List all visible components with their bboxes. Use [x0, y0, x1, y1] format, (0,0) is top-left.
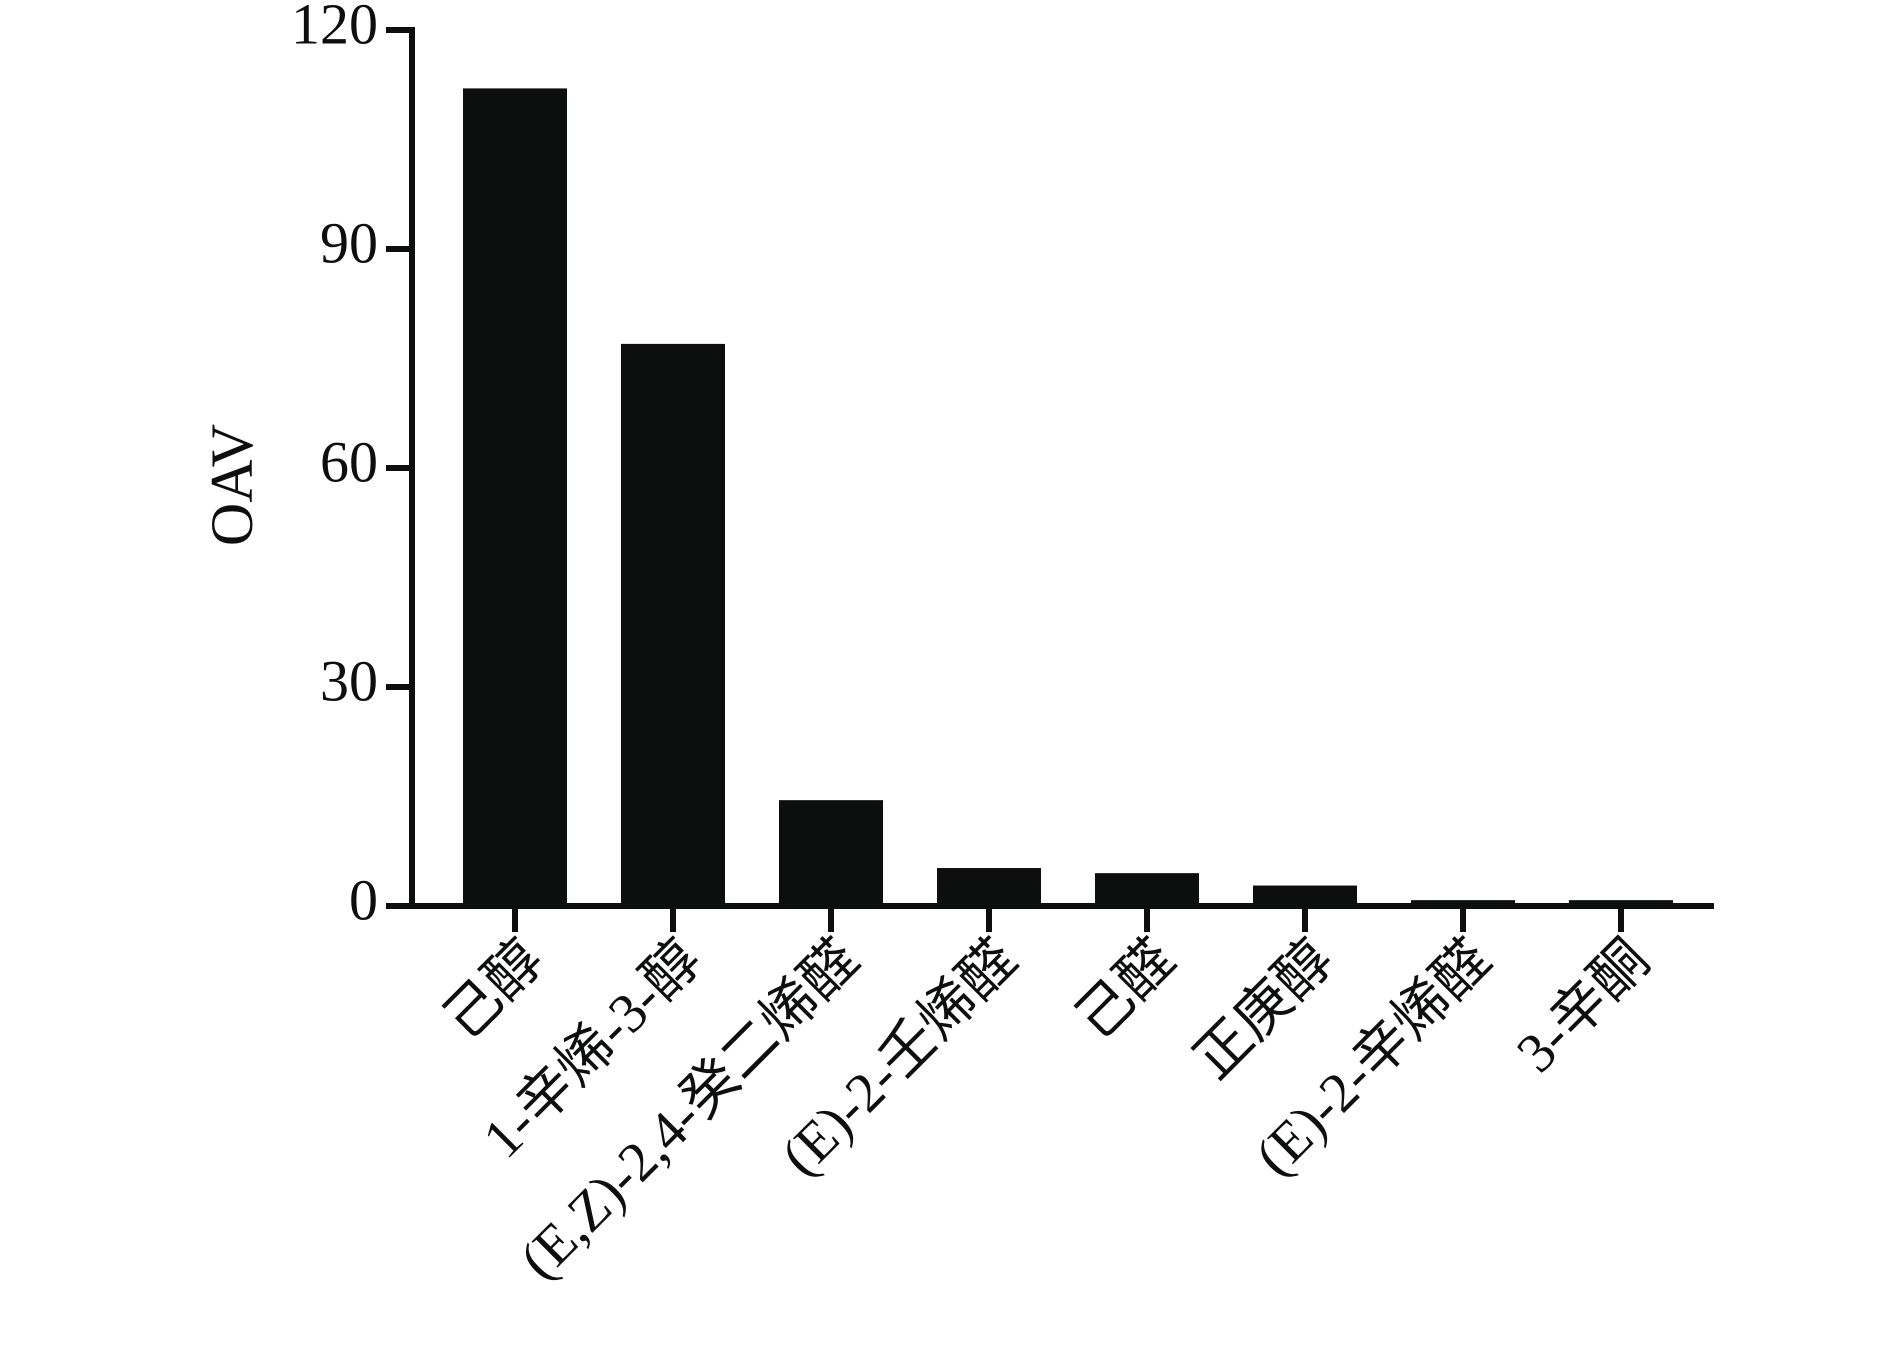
bar [463, 88, 567, 906]
bar [1253, 885, 1357, 906]
x-tick-label: 己醛 [1064, 928, 1187, 1051]
y-tick-label: 90 [320, 210, 378, 275]
y-axis-label: OAV [199, 424, 265, 546]
y-tick-label: 30 [320, 648, 378, 713]
y-tick-label: 0 [349, 867, 378, 932]
y-tick-label: 60 [320, 429, 378, 494]
bar [937, 868, 1041, 906]
x-tick-label: 3-辛酮 [1505, 928, 1661, 1084]
bar [1095, 873, 1199, 906]
x-tick-label: 己醇 [432, 928, 555, 1051]
bar [621, 343, 725, 906]
bar [779, 800, 883, 906]
y-tick-label: 120 [291, 0, 378, 56]
